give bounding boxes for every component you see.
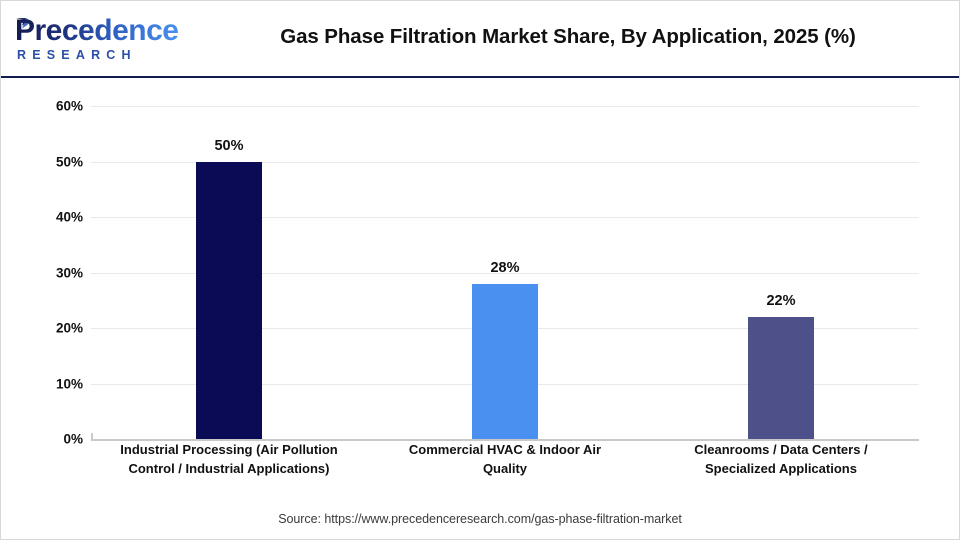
chart-title: Gas Phase Filtration Market Share, By Ap… (280, 25, 856, 48)
bar[interactable] (471, 283, 538, 439)
x-axis-category-label-line: Cleanrooms / Data Centers / (694, 442, 868, 457)
x-axis-category-label-line: Commercial HVAC & Indoor Air (408, 442, 602, 457)
gridline (91, 272, 919, 274)
bar[interactable] (195, 161, 262, 439)
bar-group: 28% (367, 78, 643, 539)
y-axis-stub (91, 433, 93, 441)
x-axis-labels: Industrial Processing (Air Pollution Cont… (91, 440, 919, 500)
x-axis-category-label-line: Control / Industrial Applications) (128, 461, 330, 476)
logo-wordmark: Precedence (15, 14, 179, 47)
y-axis-tick-label: 40% (55, 209, 83, 225)
bar-value-label: 28% (490, 259, 520, 276)
x-axis-category-label-line: Specialized Applications (705, 461, 857, 476)
x-axis-baseline (91, 439, 919, 441)
x-axis-category-label: Industrial Processing (Air Pollution Cont… (91, 440, 367, 478)
y-axis-tick-label: 20% (55, 320, 83, 336)
x-axis-category-label: Cleanrooms / Data Centers / Specialized A… (643, 440, 919, 478)
bar[interactable] (747, 316, 814, 439)
gridline (91, 161, 919, 163)
y-axis: 0% 10% 20% 30% 40% 50% 60% (1, 78, 91, 539)
gridline (91, 217, 919, 218)
source-caption: Source: https://www.precedenceresearch.c… (278, 512, 682, 526)
bar-group: 50% (91, 78, 367, 539)
x-axis-category-label: Commercial HVAC & Indoor Air Quality (367, 440, 643, 478)
bar-value-label: 50% (214, 137, 244, 154)
x-axis-category-label-line: Quality (482, 461, 528, 476)
chart-header: Precedence RESEARCH Gas Phase Filtration… (1, 1, 959, 78)
bar-group: 22% (643, 78, 919, 539)
leaf-p-mark-icon (16, 18, 30, 29)
x-axis-category-label-line: Industrial Processing (Air Pollution (120, 442, 338, 457)
bar-value-label: 22% (766, 292, 796, 309)
y-axis-tick-label: 10% (55, 376, 83, 391)
y-axis-tick-label: 50% (55, 154, 83, 169)
y-axis-tick-label: 0% (63, 431, 83, 447)
gridline (91, 106, 919, 107)
y-axis-tick-label: 60% (55, 98, 83, 114)
precedence-research-logo: Precedence RESEARCH (15, 15, 180, 65)
plot-area: 0% 10% 20% 30% 40% 50% 60% 50% 28% 22% Industria… (1, 78, 959, 539)
y-axis-tick-label: 30% (55, 265, 83, 280)
logo-subtitle: RESEARCH (17, 48, 137, 62)
bar-series: 50% 28% 22% (91, 78, 919, 539)
